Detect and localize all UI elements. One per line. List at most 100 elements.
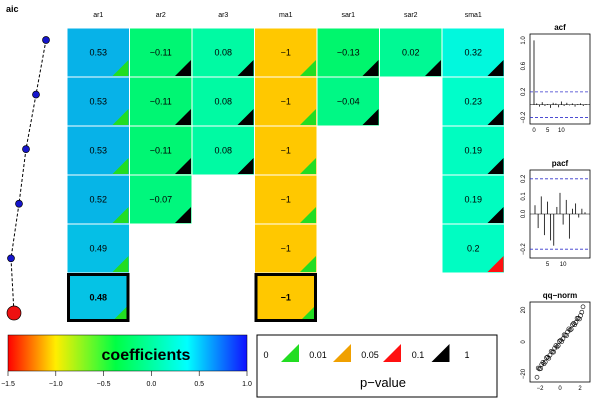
column-label-sar1: sar1 [341,12,355,19]
column-label-ar1: ar1 [93,12,103,19]
aic-label: aic [6,4,19,14]
diagnostic-panels: acf −0.2 0.2 0.6 1.0 0 5 10 pacf −0.2 0.0 0.1 0.2 5 10… [521,23,591,392]
cell-value: 0.08 [214,97,232,107]
heatmap-cell: 0.19 [441,125,505,176]
pvalue-tick-label: 1 [464,350,469,360]
column-label-ar2: ar2 [156,12,166,19]
colorbar-gradient [7,334,248,372]
qq-point [551,349,556,355]
cell-value: −0.04 [337,97,360,107]
cell-value: −0.07 [149,195,172,205]
heatmap-cell: 0.52 [66,174,130,225]
qq-point [580,304,586,310]
cell-fill [66,27,130,78]
pvalue-triangle [300,256,316,272]
qq-point [540,360,546,365]
best-model-border [67,273,130,322]
cell-value: 0.53 [89,97,107,107]
pvalue-triangle [112,305,129,321]
pvalue-triangle [362,60,379,76]
qq-point [554,344,560,350]
cell-value: 0.2 [467,244,480,254]
pvalue-triangle [300,158,316,174]
cell-fill [316,27,380,78]
aic-point [22,145,30,153]
heatmap-cell: 0.53 [66,125,130,176]
cell-value: 0.02 [402,48,420,58]
panel-frame [529,33,591,125]
qq-xtick: 0 [558,386,562,392]
aic-segment [35,39,47,95]
panel-title: acf [554,23,566,32]
heatmap-cell: 0.48 [66,272,130,323]
cell-fill [191,125,255,176]
pvalue-tick-label: 0.1 [412,350,425,360]
pvalue-triangle [300,60,316,76]
qq-point [559,339,565,344]
qq-point [538,366,543,371]
qq-ytick: 20 [521,306,527,313]
cell-fill [379,27,443,78]
pvalue-triangle [112,109,129,125]
heatmap-cell: −0.07 [129,174,193,225]
cell-value: −1 [281,48,291,58]
cell-value: −0.11 [150,146,172,156]
pvalue-triangle [300,305,316,321]
colorbar-tick-label: 0.5 [194,381,204,388]
cell-fill [129,76,193,127]
pvalue-tick-label: 0.01 [309,350,327,360]
pvalue-triangle [175,158,191,174]
heatmap-cell: 0.08 [191,125,255,176]
pvalue-triangle-swatch [333,344,351,362]
pacf-ytick: 0.1 [521,192,527,201]
colorbar-tick-label: −1.5 [1,381,15,388]
pvalue-triangle [487,207,504,223]
cell-value: 0.19 [464,195,482,205]
acf-xtick: 10 [558,128,565,134]
qq-point [555,343,561,348]
qq-point [535,365,541,371]
heatmap-cell: 0.08 [191,76,255,127]
cell-fill [129,174,193,225]
acf-ytick: 0.6 [521,61,527,70]
pvalue-triangle-swatch [383,344,401,362]
pacf-xtick: 10 [560,262,567,268]
pvalue-triangle [362,109,379,125]
cell-fill [66,223,130,274]
qq-point [573,320,579,325]
cell-value: −1 [281,244,291,254]
cell-value: 0.49 [89,244,107,254]
qq-point [570,322,575,328]
cell-fill [66,76,130,127]
heatmap-cell: −0.04 [316,76,380,127]
qq-point [542,359,548,365]
acf-ytick: 1.0 [521,36,527,45]
cell-fill [66,125,130,176]
qq-point [579,309,585,315]
acf-xtick: 0 [532,128,536,134]
pvalue-triangle [300,207,316,223]
heatmap-cell: 0.53 [66,76,130,127]
heatmap-cell: 0.19 [441,174,505,225]
aic-segment [10,258,15,314]
heatmap-cell: −1 [254,76,318,127]
pvalue-triangle [300,109,316,125]
pvalue-triangle [487,256,504,272]
qq-point [553,343,559,348]
colorbar-tick-label: −0.5 [97,381,111,388]
pvalue-triangle [237,60,254,76]
pvalue-triangle [112,207,129,223]
qq-ytick: −20 [521,368,527,379]
pvalue-triangle [175,109,191,125]
cell-value: −1 [281,293,291,303]
panel-title: pacf [552,159,569,168]
pvalue-triangle [175,207,191,223]
coefficient-colorbar: coefficients −1.5 −1.0 −0.5 0.0 0.5 1.0 [1,334,252,388]
heatmap-cell: −1 [254,125,318,176]
heatmap-cell: 0.32 [441,27,505,78]
qq-point [567,327,573,333]
heatmap-cell: 0.02 [379,27,443,78]
pvalue-triangle [175,60,191,76]
panel-title: qq−norm [543,291,577,300]
